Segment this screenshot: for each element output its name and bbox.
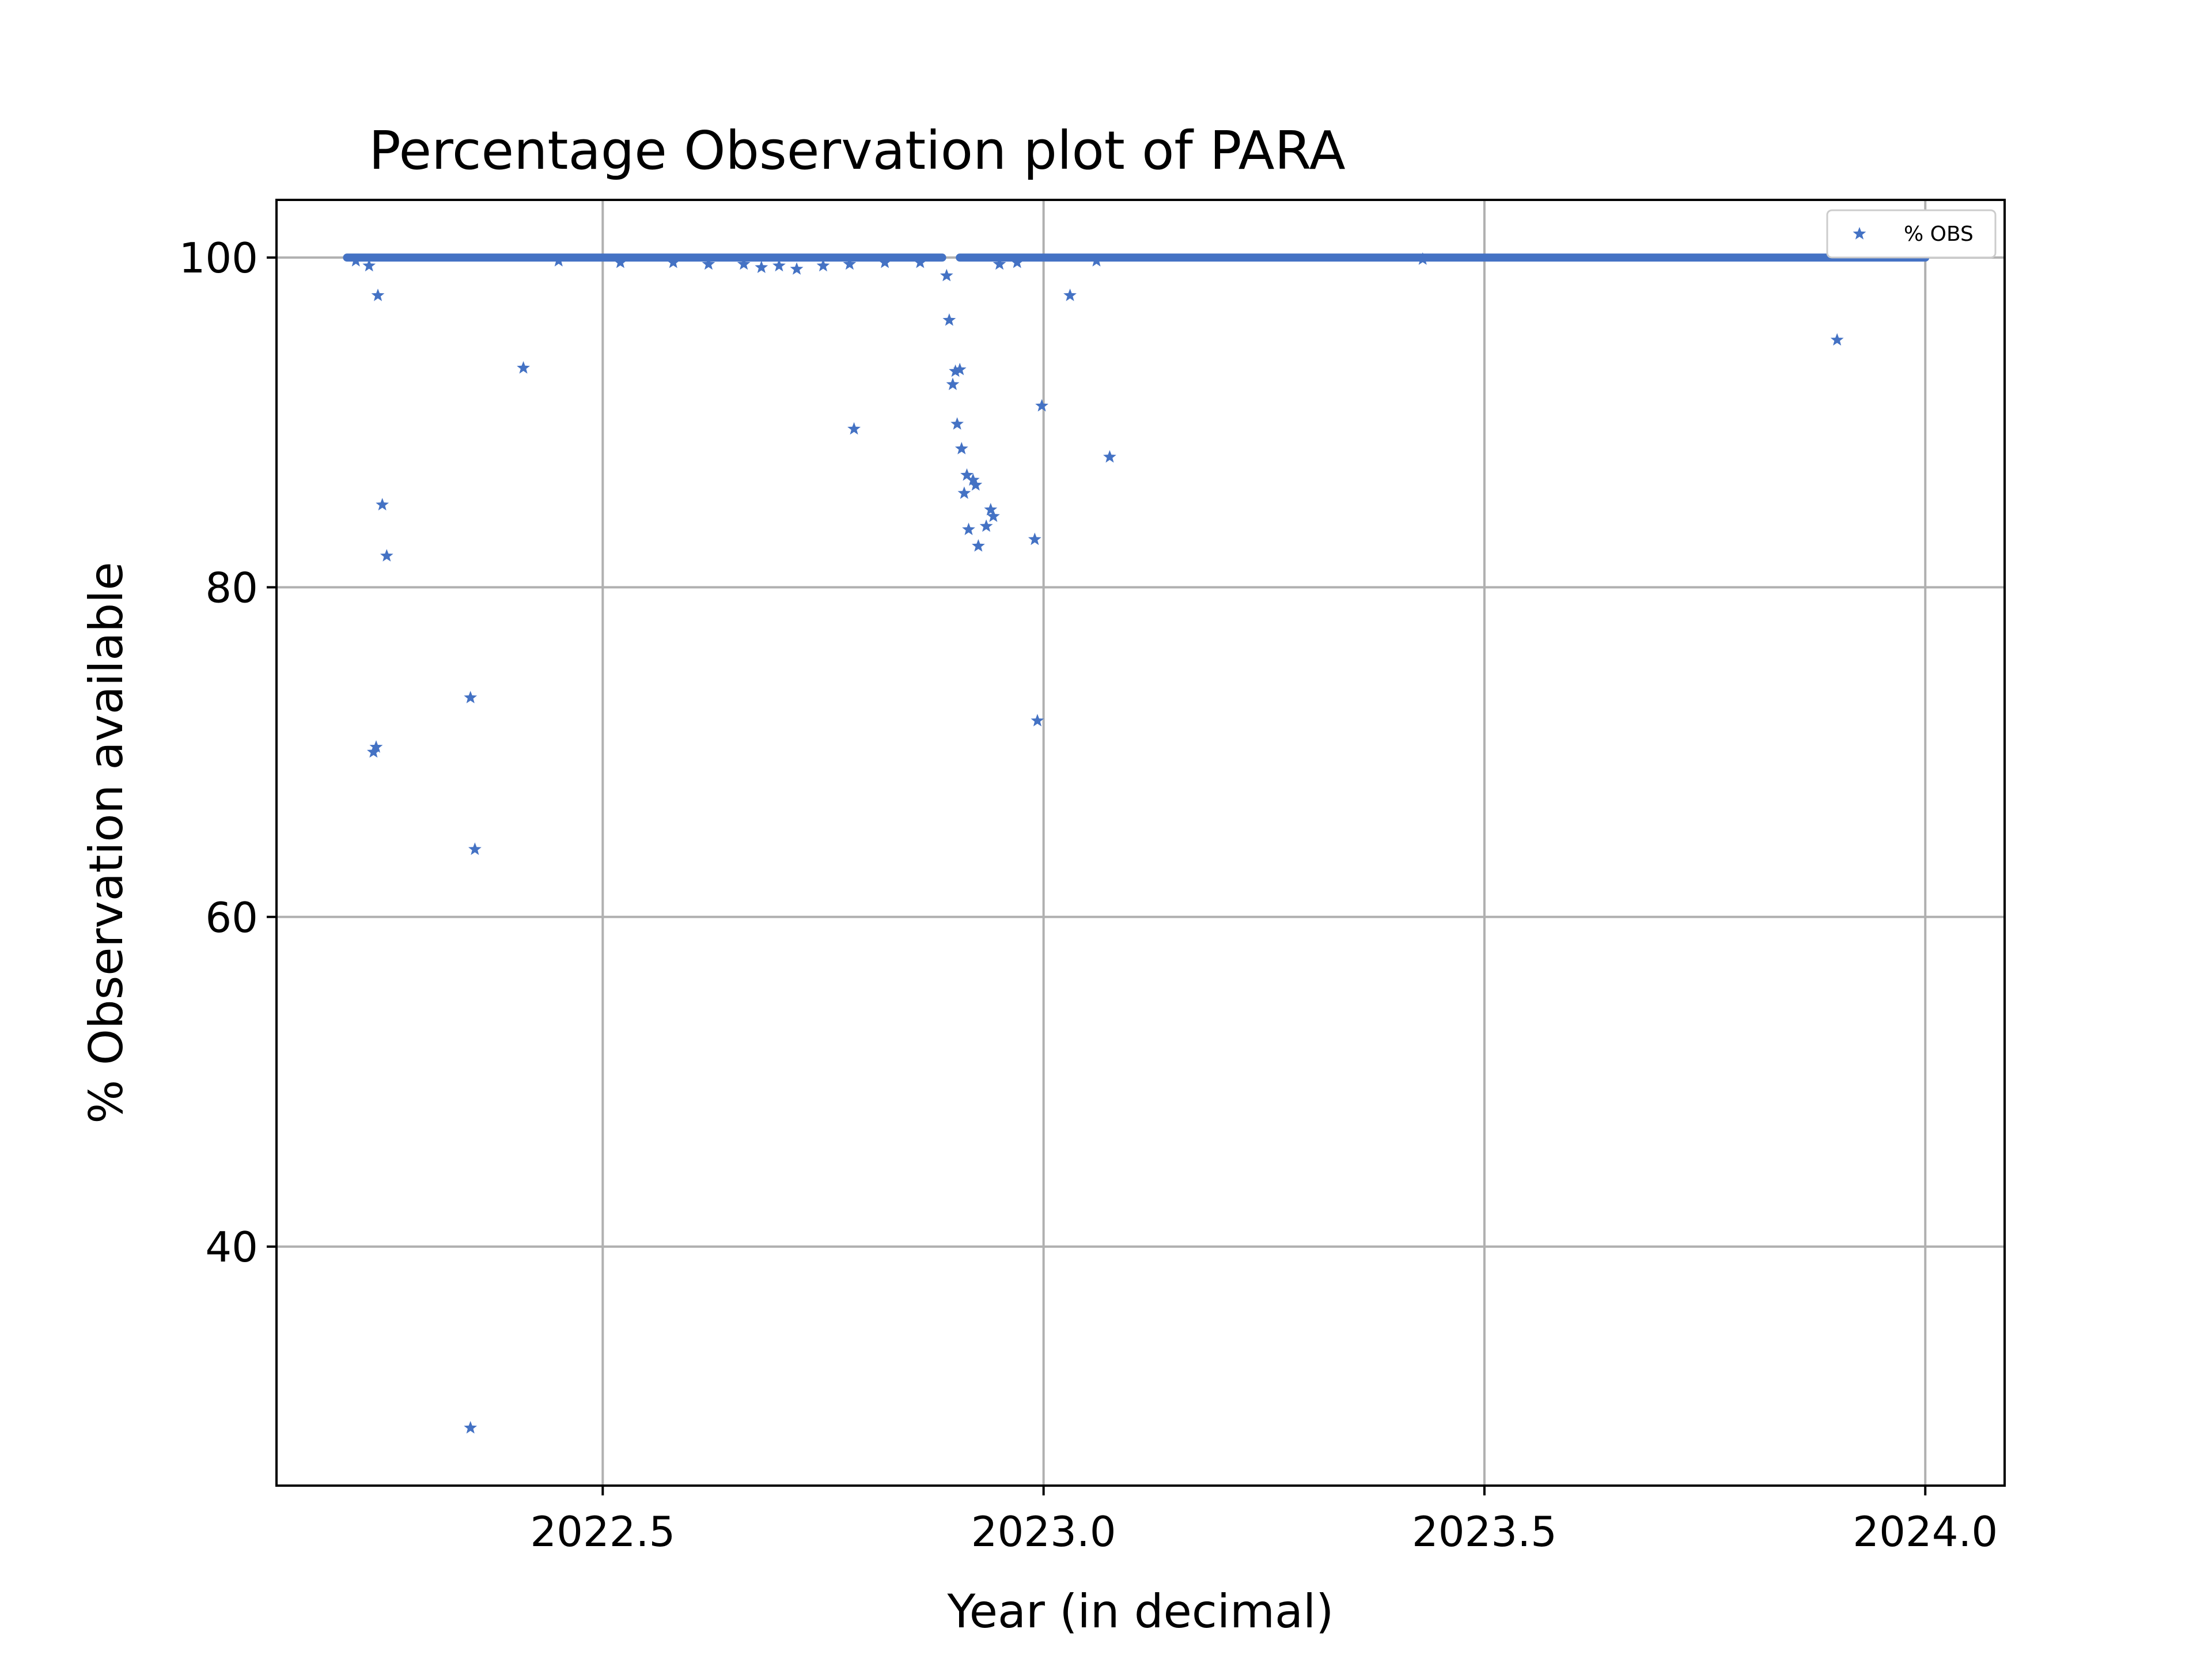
data-point <box>847 422 861 435</box>
data-point <box>369 740 383 753</box>
x-tick-label: 2024.0 <box>1853 1508 1998 1556</box>
data-point <box>1010 255 1024 268</box>
data-point <box>772 259 786 272</box>
plot-frame <box>275 199 2006 1487</box>
x-axis-ticks: 2022.5 2023.0 2023.5 2024.0 <box>530 1486 1998 1556</box>
data-point <box>942 313 956 326</box>
y-axis-ticks: 40 60 80 100 <box>179 234 276 1271</box>
data-point <box>940 268 953 282</box>
data-point <box>1063 289 1077 301</box>
legend-box <box>1826 209 1997 259</box>
data-point <box>843 257 857 270</box>
data-point <box>468 842 482 855</box>
data-point <box>376 498 389 511</box>
data-point <box>955 442 968 454</box>
data-point <box>957 486 971 499</box>
data-point <box>517 361 530 374</box>
data-point <box>962 522 975 535</box>
x-tick-label: 2023.5 <box>1412 1508 1557 1556</box>
y-tick-label: 40 <box>205 1223 258 1271</box>
data-point <box>737 257 751 270</box>
data-point <box>816 259 830 272</box>
data-point <box>993 257 1006 270</box>
chart-title: Percentage Observation plot of PARA <box>369 120 1345 181</box>
data-point <box>1090 253 1103 267</box>
data-point <box>950 417 964 430</box>
legend: % OBS <box>1826 209 1997 259</box>
data-point <box>969 478 983 491</box>
data-point <box>613 255 627 268</box>
legend-marker <box>1853 227 1866 240</box>
data-point <box>987 509 1000 522</box>
data-point <box>953 362 967 376</box>
data-point <box>755 260 768 273</box>
y-tick-label: 80 <box>205 563 258 612</box>
data-point <box>1416 252 1430 265</box>
data-point <box>464 691 478 703</box>
data-point <box>790 262 804 275</box>
y-tick-label: 60 <box>205 893 258 942</box>
data-point <box>966 473 980 486</box>
data-point <box>972 539 985 552</box>
data-point <box>979 519 993 532</box>
x-tick-label: 2023.0 <box>971 1508 1116 1556</box>
data-point <box>1028 532 1041 546</box>
data-point <box>878 255 892 268</box>
data-point <box>984 503 998 516</box>
x-tick-label: 2022.5 <box>530 1508 675 1556</box>
data-point <box>1830 333 1844 346</box>
data-point <box>949 364 962 377</box>
x-axis-label: Year (in decimal) <box>947 1585 1334 1638</box>
data-point <box>362 259 376 272</box>
y-tick-label: 100 <box>179 234 258 282</box>
data-point <box>1103 450 1116 463</box>
data-point <box>371 289 385 301</box>
data-point <box>1031 714 1044 726</box>
legend-label: % OBS <box>1904 222 1974 246</box>
data-points <box>349 252 1844 1434</box>
data-point <box>464 1421 478 1434</box>
data-point <box>702 257 715 270</box>
data-point <box>946 377 960 391</box>
data-point <box>349 253 363 267</box>
data-point <box>960 468 974 481</box>
data-point <box>913 255 927 268</box>
y-axis-label: % Observation available <box>79 562 133 1123</box>
data-point <box>666 255 680 268</box>
data-point <box>380 549 393 562</box>
data-point <box>1035 399 1048 412</box>
data-point <box>552 253 566 267</box>
